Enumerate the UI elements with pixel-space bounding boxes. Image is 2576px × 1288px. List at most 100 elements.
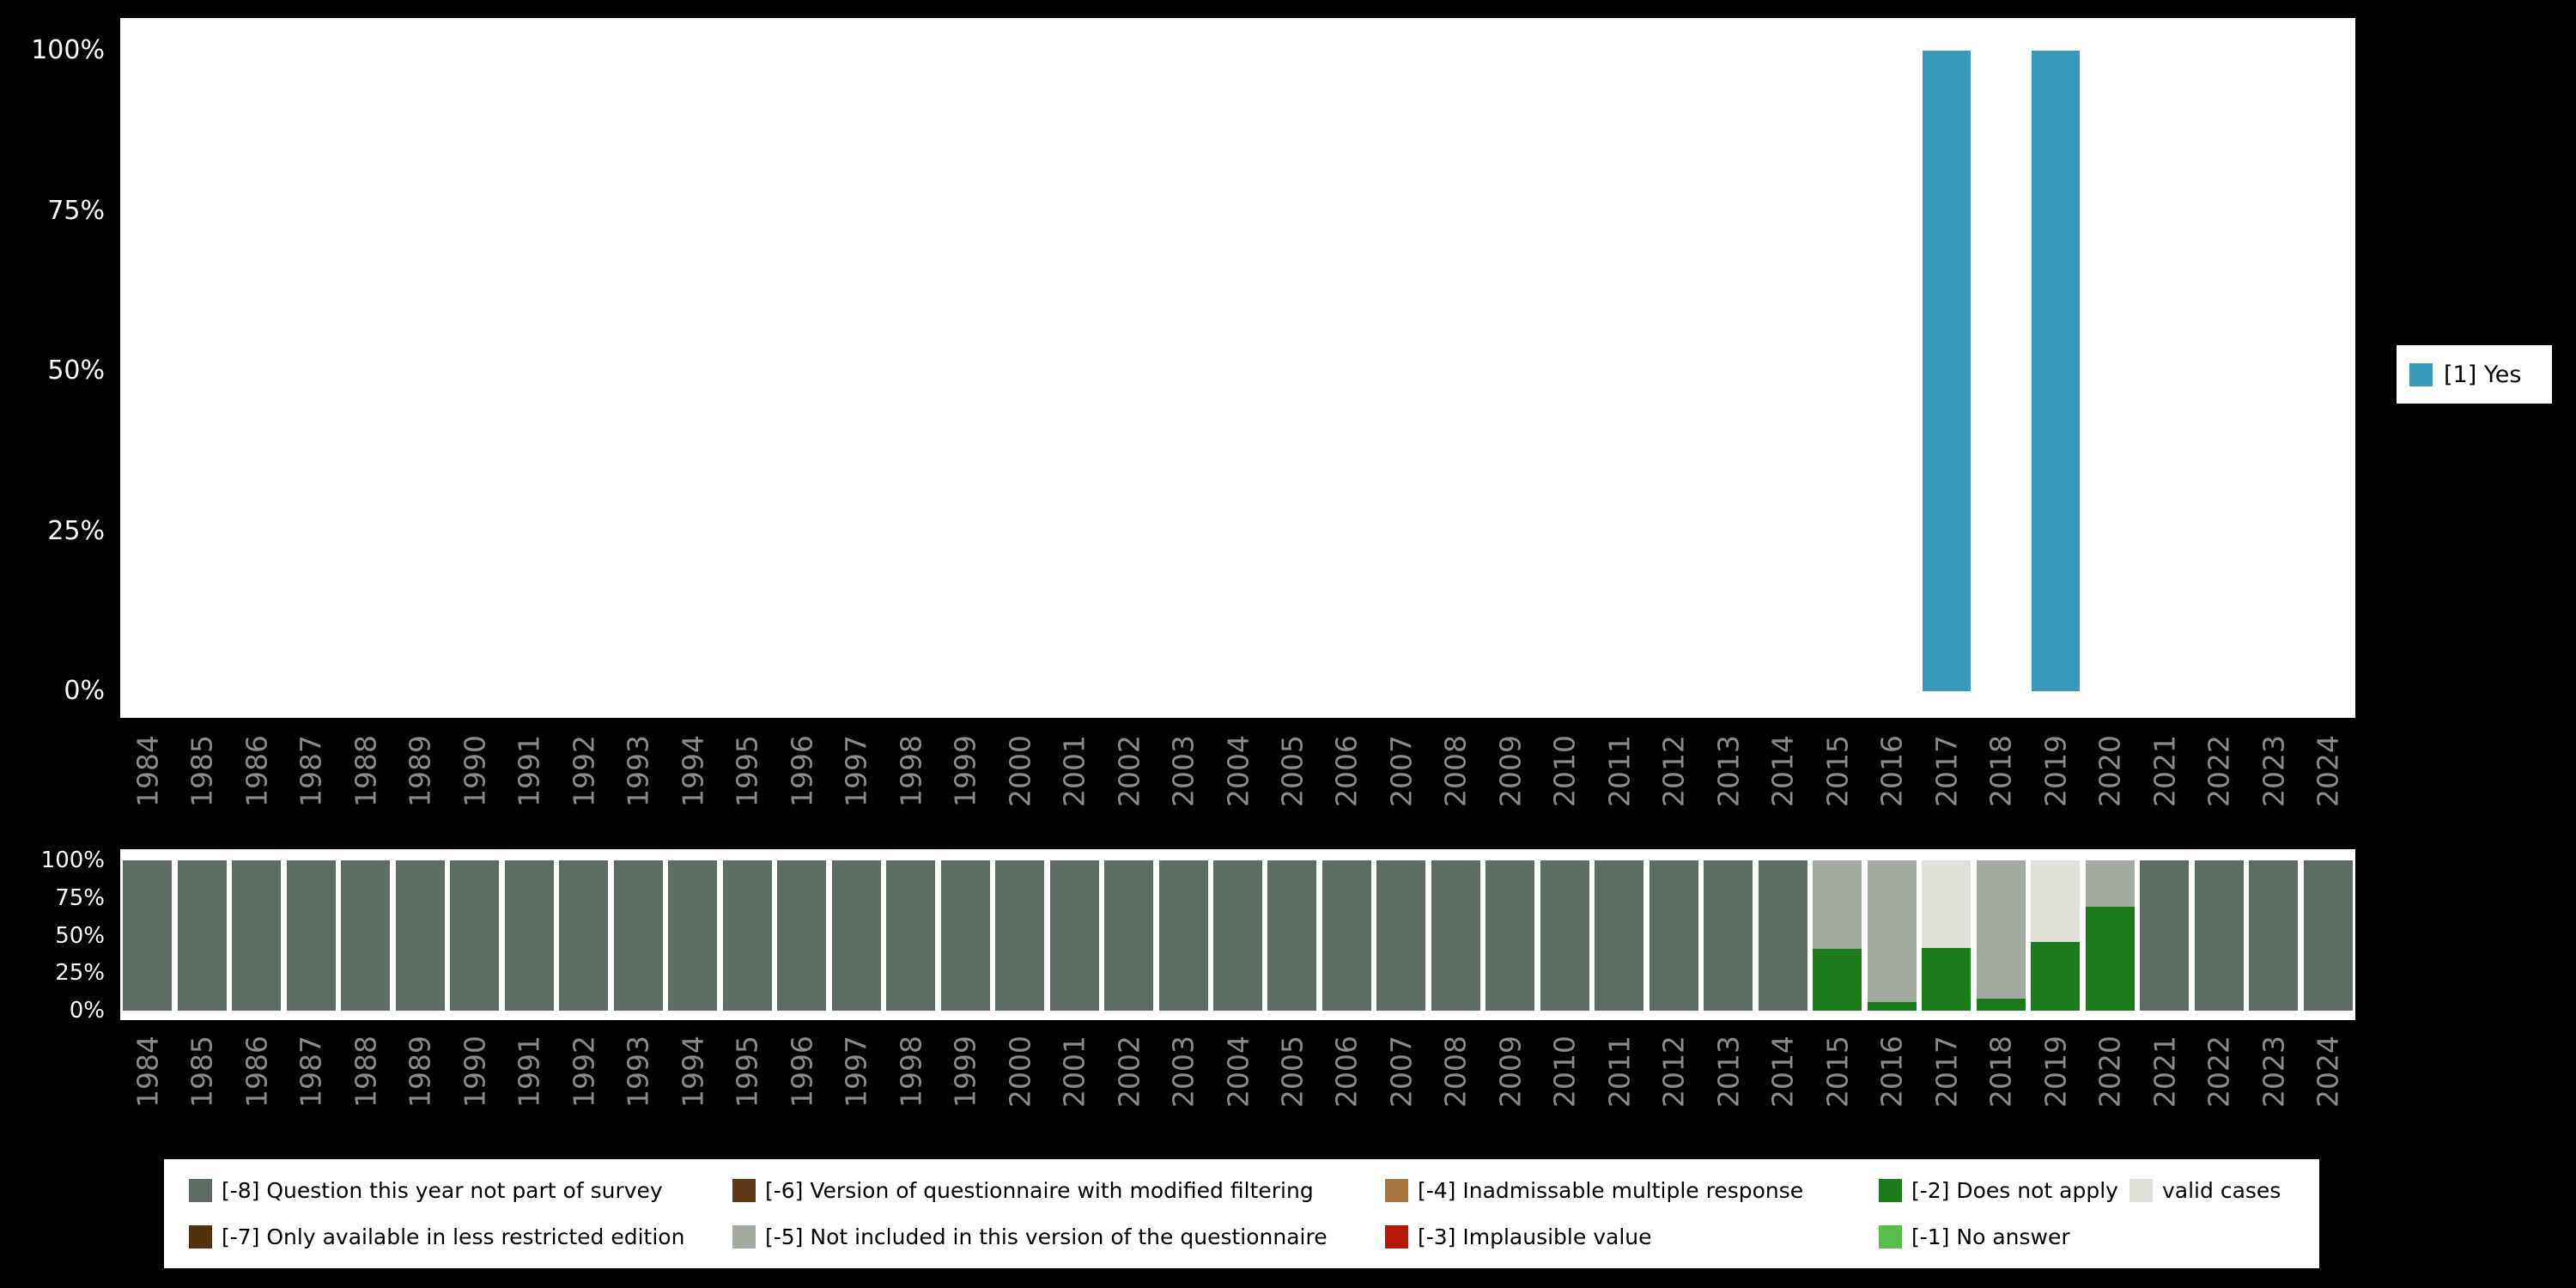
x-tick-label: 2004	[1221, 735, 1255, 807]
x-tick-label: 1986	[240, 735, 274, 807]
x-tick-label: 2022	[2202, 1036, 2236, 1108]
bar-segment	[831, 860, 881, 1011]
legend-item-label: [-1] No answer	[1911, 1224, 2070, 1249]
bar-segment	[1213, 860, 1262, 1011]
bar-segment	[2085, 860, 2135, 908]
bar-segment	[2140, 860, 2190, 1011]
values-chart-plot	[120, 18, 2355, 718]
values-chart-bars	[120, 51, 2355, 691]
legend-item-label: valid cases	[2162, 1178, 2281, 1204]
x-tick-label: 2005	[1275, 1036, 1309, 1108]
legend-item: [-4] Inadmissable multiple response	[1385, 1178, 1879, 1203]
yes-legend-label: [1] Yes	[2444, 361, 2522, 388]
bar-segment	[668, 860, 718, 1011]
bar-segment	[2031, 941, 2081, 1011]
values-legend: [1] Yes	[2397, 345, 2552, 404]
x-tick-label: 2006	[1329, 735, 1364, 807]
x-tick-label: 1987	[294, 735, 328, 807]
bar-segment	[341, 860, 391, 1011]
x-tick-label: 1986	[240, 1036, 274, 1108]
x-tick-label: 2005	[1275, 735, 1309, 807]
x-tick-label: 2014	[1765, 735, 1800, 807]
x-tick-label: 2014	[1765, 1036, 1800, 1108]
y-tick-label: 75%	[47, 195, 105, 226]
legend-swatch	[732, 1224, 756, 1249]
x-tick-label: 1993	[621, 735, 655, 807]
yes-legend-swatch	[2409, 362, 2433, 386]
x-tick-label: 1988	[349, 735, 383, 807]
x-tick-label: 2009	[1493, 735, 1528, 807]
x-tick-label: 1992	[567, 1036, 601, 1108]
y-tick-label: 50%	[55, 922, 105, 949]
x-tick-label: 2010	[1547, 735, 1582, 807]
bar-segment	[1321, 860, 1371, 1011]
x-tick-label: 2015	[1820, 1036, 1855, 1108]
x-tick-label: 2011	[1602, 1036, 1637, 1108]
x-tick-label: 2013	[1711, 735, 1746, 807]
x-tick-label: 2020	[2093, 1036, 2127, 1108]
x-tick-label: 2001	[1057, 1036, 1091, 1108]
bar-segment	[1813, 860, 1862, 950]
x-tick-label: 1994	[676, 735, 710, 807]
x-tick-label: 2015	[1820, 735, 1855, 807]
x-tick-label: 2008	[1438, 735, 1473, 807]
x-tick-label: 1999	[948, 1036, 982, 1108]
bar-segment	[123, 860, 173, 1011]
bar-segment	[995, 860, 1045, 1011]
legend-item-label: [-6] Version of questionnaire with modif…	[765, 1178, 1314, 1204]
x-tick-label: 2007	[1384, 1036, 1419, 1108]
x-tick-label: 1989	[403, 1036, 437, 1108]
x-tick-label: 1998	[894, 735, 928, 807]
x-tick-label: 2003	[1166, 735, 1200, 807]
x-tick-label: 1989	[403, 735, 437, 807]
x-tick-label: 1988	[349, 1036, 383, 1108]
legend-swatch	[1879, 1224, 1902, 1249]
x-tick-label: 2019	[2038, 735, 2073, 807]
bar-segment	[1867, 860, 1917, 1002]
bar-segment	[232, 860, 282, 1011]
legend-swatch	[189, 1179, 212, 1203]
x-tick-label: 2012	[1656, 1036, 1691, 1108]
bar-segment	[1867, 1001, 1917, 1011]
bar-segment	[777, 860, 827, 1011]
x-tick-label: 2021	[2148, 735, 2182, 807]
y-tick-label: 0%	[64, 676, 105, 706]
legend-item: [-1] No answer	[1879, 1224, 2129, 1249]
y-tick-label: 0%	[69, 998, 105, 1024]
bar-segment	[1976, 860, 2026, 999]
legend-item-label: [-4] Inadmissable multiple response	[1418, 1178, 1804, 1204]
bar-segment	[1649, 860, 1698, 1011]
values-chart-y-axis: 100% 75% 50% 25% 0%	[0, 18, 105, 718]
x-tick-label: 1985	[185, 1036, 219, 1108]
bar-segment	[1922, 51, 1971, 691]
bar-segment	[2031, 51, 2080, 691]
x-tick-label: 2002	[1112, 735, 1146, 807]
legend-swatch	[1385, 1179, 1408, 1203]
x-tick-label: 2018	[1984, 735, 2018, 807]
x-tick-label: 1984	[131, 1036, 165, 1108]
x-tick-label: 1999	[948, 735, 982, 807]
bar-segment	[504, 860, 554, 1011]
y-tick-label: 25%	[55, 960, 105, 987]
legend-swatch	[189, 1224, 212, 1249]
bar-segment	[886, 860, 936, 1011]
legend-item: [-5] Not included in this version of the…	[732, 1224, 1385, 1249]
legend-item: [-8] Question this year not part of surv…	[189, 1178, 732, 1203]
x-tick-label: 1993	[621, 1036, 655, 1108]
bar-segment	[559, 860, 609, 1011]
bar-segment	[1976, 999, 2026, 1011]
legend-item: [-3] Implausible value	[1385, 1224, 1879, 1249]
x-tick-label: 1991	[512, 1036, 546, 1108]
legend-item: [-7] Only available in less restricted e…	[189, 1224, 732, 1249]
bar-segment	[1485, 860, 1535, 1011]
x-tick-label: 1984	[131, 735, 165, 807]
x-tick-label: 2010	[1547, 1036, 1582, 1108]
bar-segment	[1049, 860, 1099, 1011]
x-tick-label: 1985	[185, 735, 219, 807]
x-tick-label: 2023	[2257, 735, 2291, 807]
x-tick-label: 1996	[785, 1036, 819, 1108]
bar-segment	[2194, 860, 2244, 1011]
x-tick-label: 1997	[839, 1036, 873, 1108]
bar-segment	[286, 860, 336, 1011]
y-tick-label: 100%	[31, 35, 105, 65]
